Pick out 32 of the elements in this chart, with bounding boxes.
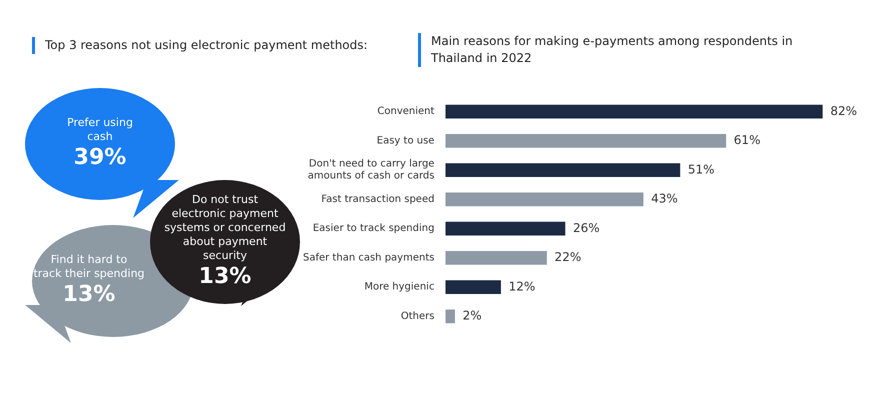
data-label: 13% [198, 263, 252, 291]
data-label: 61% [734, 133, 760, 147]
data-label: 13% [62, 281, 116, 309]
data-label: 22% [554, 250, 582, 264]
bar [445, 104, 823, 118]
y-tick-label: Easier to track spending [312, 223, 434, 234]
y-tick-label: Easy to use [376, 135, 434, 146]
data-label: 43% [651, 192, 678, 206]
data-label: 26% [572, 220, 600, 235]
y-tick-label: Others [400, 310, 434, 322]
bar [445, 280, 501, 294]
y-tick-label: More hygienic [364, 282, 434, 293]
data-label: 2% [462, 308, 482, 322]
data-label: 39% [74, 144, 126, 172]
y-tick-label: Safer than cash payments [302, 252, 434, 264]
category-label: Do not trust electronic payment systems or concerned about payment security [164, 193, 286, 263]
data-label: 12% [508, 279, 536, 294]
y-tick-label: Convenient [377, 106, 435, 118]
bar [445, 310, 455, 324]
data-label: 51% [688, 162, 715, 176]
category-label: Prefer using cash [67, 116, 133, 144]
data-label: 82% [830, 104, 857, 118]
bar [445, 222, 566, 236]
bar [445, 192, 644, 206]
category-label: Find it hard to track their spending [33, 253, 145, 281]
bar [445, 251, 547, 265]
bar [445, 163, 680, 177]
y-tick-label: Don't need to carry large amounts of cash or cards [308, 158, 434, 182]
text: Top 3 reasons not using electronic payment methods: [32, 37, 415, 54]
y-tick-label: Fast transaction speed [321, 194, 434, 205]
chart-title: Main reasons for making e-payments among respondents in Thailand in 2022 [418, 33, 831, 67]
bar [445, 134, 726, 148]
